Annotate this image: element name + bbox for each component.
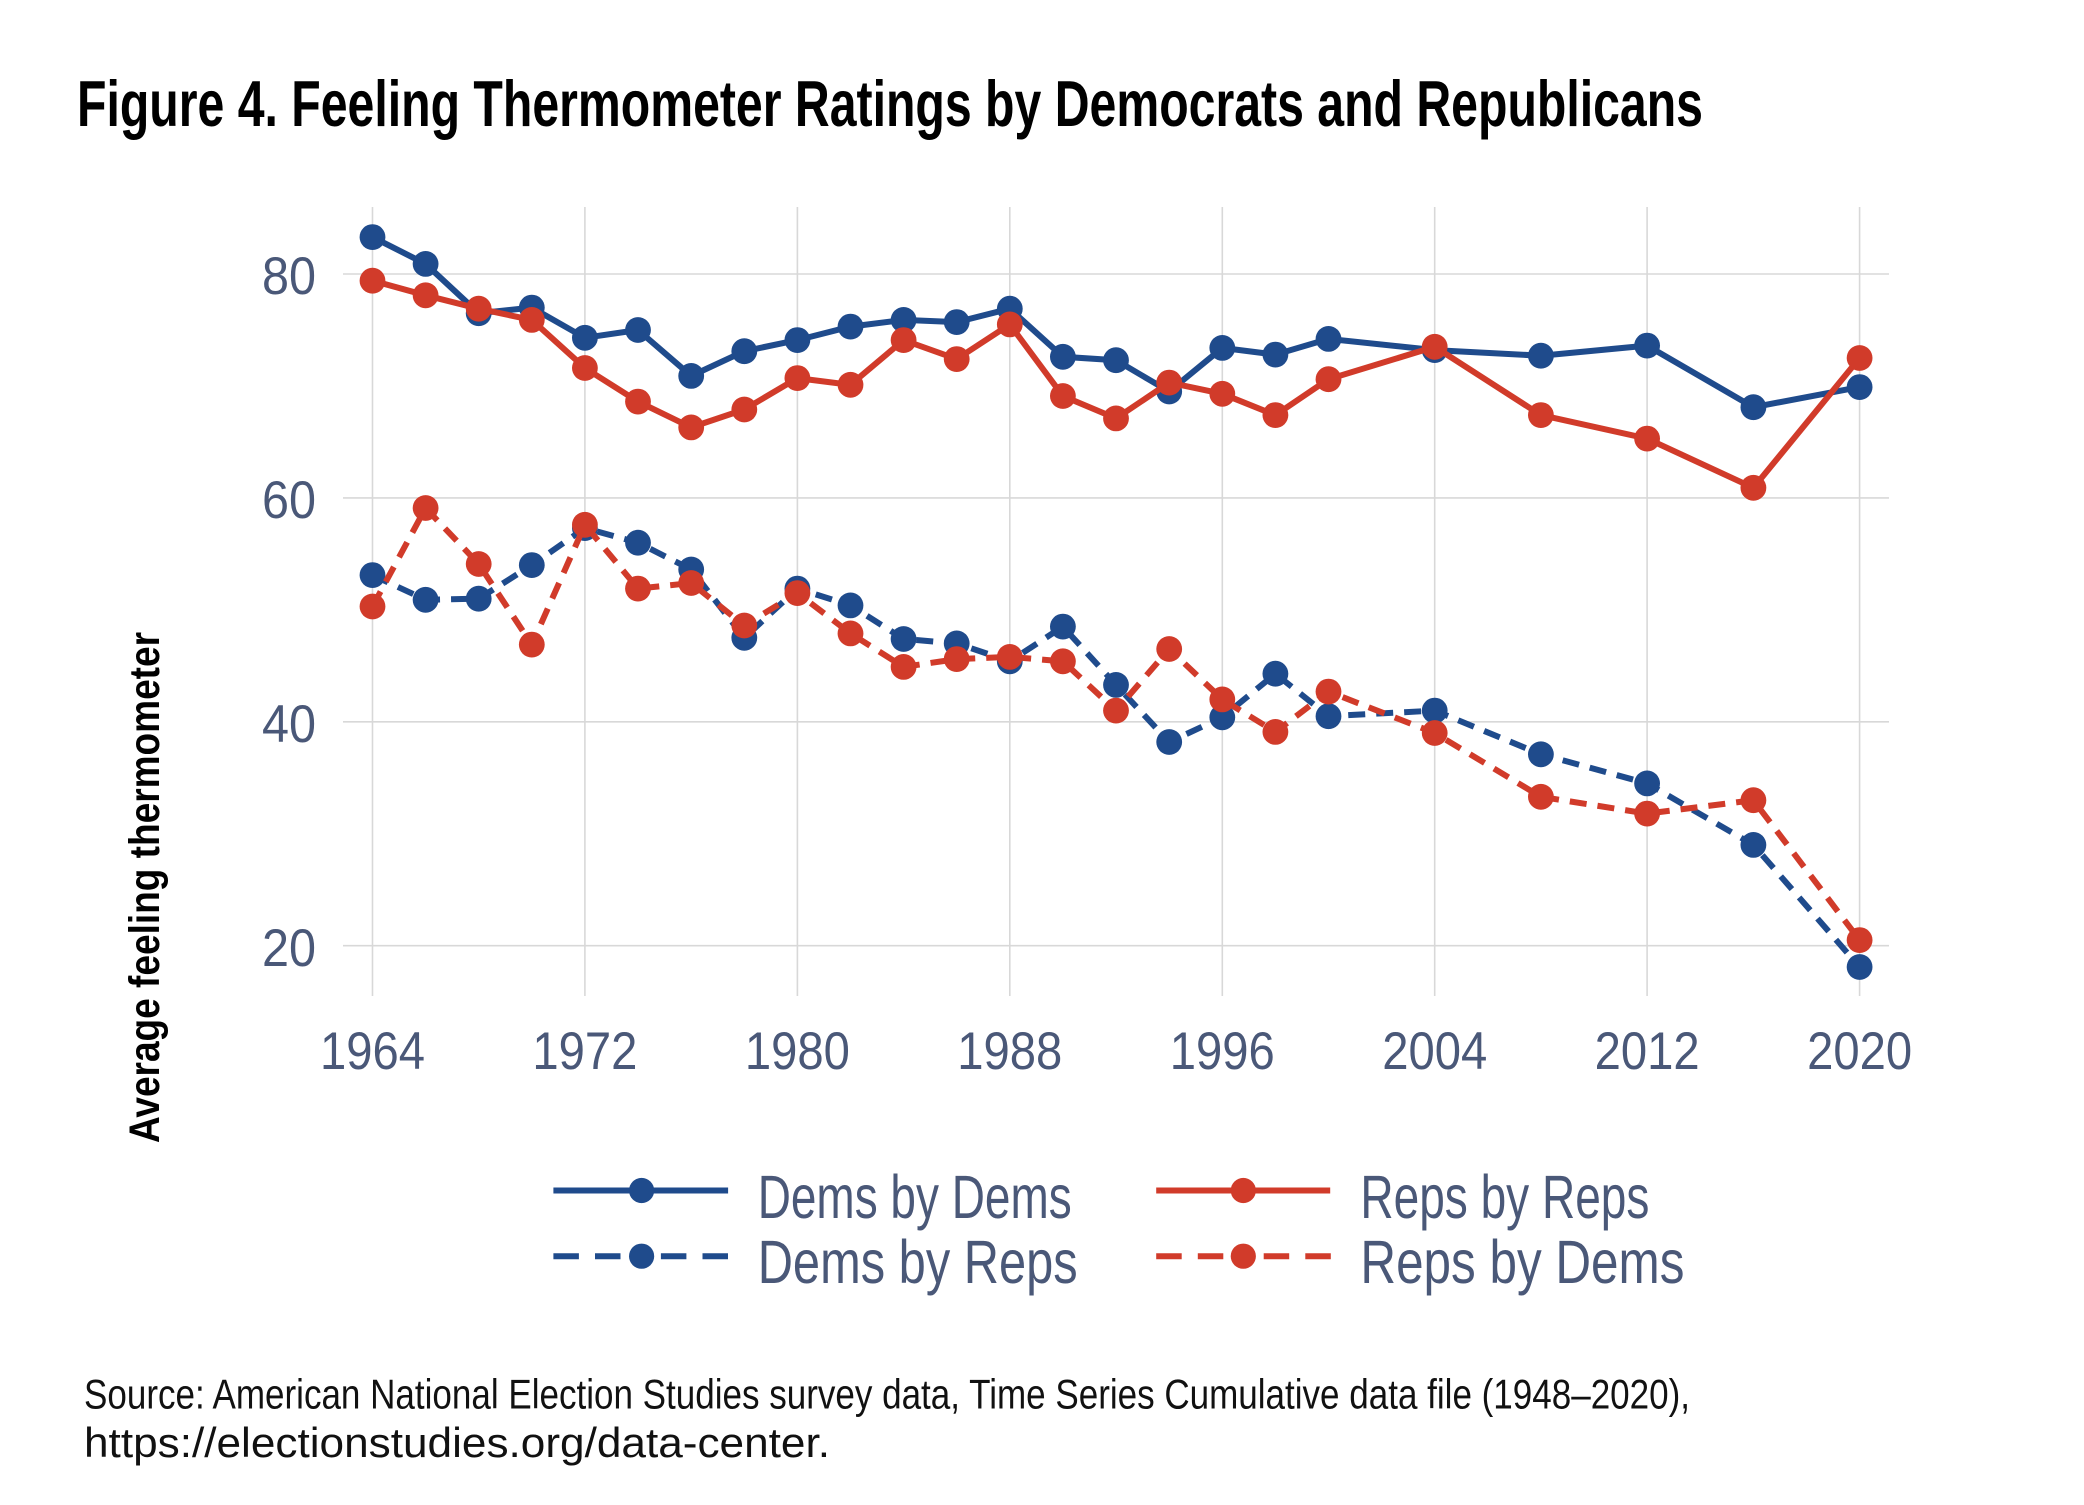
svg-text:20: 20 [262,919,316,978]
svg-text:Reps by Reps: Reps by Reps [1360,1163,1649,1231]
svg-text:80: 80 [262,247,316,306]
svg-text:60: 60 [262,471,316,530]
svg-text:Dems by Reps: Dems by Reps [758,1228,1078,1296]
svg-text:1996: 1996 [1170,1022,1275,1081]
svg-text:1988: 1988 [957,1022,1062,1081]
svg-text:Source: American National Elec: Source: American National Election Studi… [84,1371,1690,1418]
svg-text:40: 40 [262,695,316,754]
svg-text:1964: 1964 [320,1022,425,1081]
svg-text:Dems by Dems: Dems by Dems [758,1163,1072,1231]
svg-text:1980: 1980 [745,1022,850,1081]
svg-text:2004: 2004 [1382,1022,1487,1081]
svg-text:2020: 2020 [1807,1022,1912,1081]
svg-text:Figure 4. Feeling Thermometer: Figure 4. Feeling Thermometer Ratings by… [77,67,1703,140]
svg-text:https://electionstudies.org/da: https://electionstudies.org/data-center. [84,1419,830,1466]
svg-text:1972: 1972 [532,1022,637,1081]
svg-text:Reps by Dems: Reps by Dems [1360,1228,1684,1296]
svg-text:Average feeling thermometer: Average feeling thermometer [121,632,169,1143]
svg-text:2012: 2012 [1595,1022,1700,1081]
